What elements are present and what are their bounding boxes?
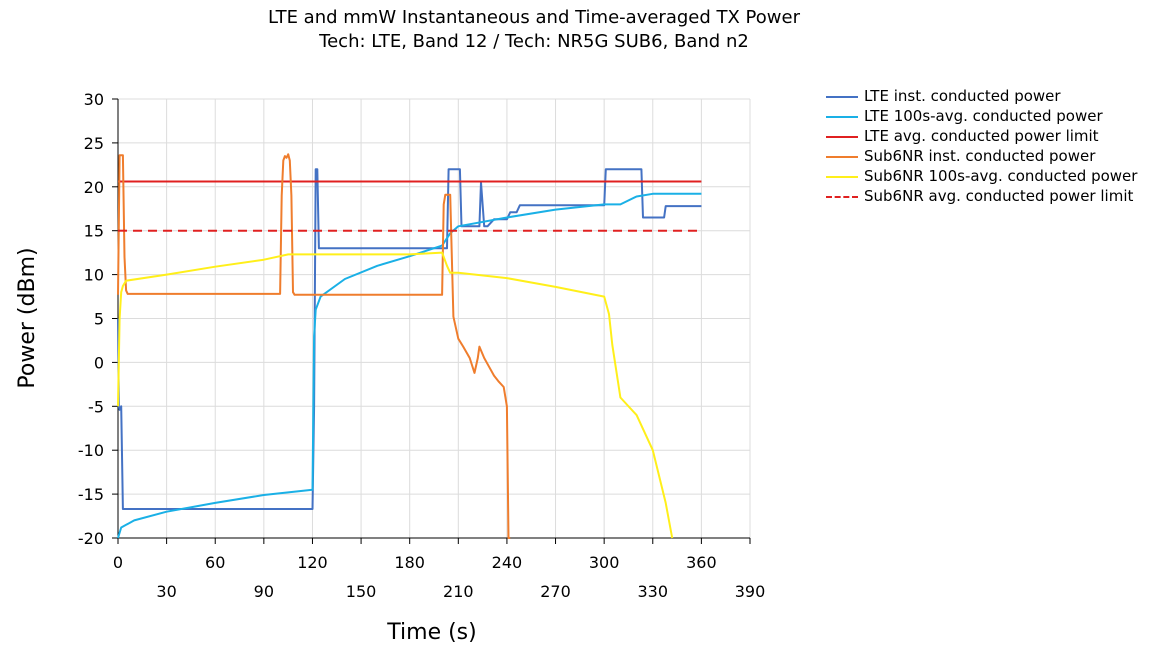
x-tick-label: 330 xyxy=(637,582,668,601)
x-tick-label: 360 xyxy=(686,553,717,572)
series-line-1 xyxy=(117,168,702,510)
y-tick-label: -15 xyxy=(78,485,104,504)
y-tick-label: 0 xyxy=(94,353,104,372)
y-tick-label: 25 xyxy=(84,134,104,153)
series-line-4 xyxy=(117,153,511,539)
legend-label: Sub6NR inst. conducted power xyxy=(864,147,1096,165)
chart-title: LTE and mmW Instantaneous and Time-avera… xyxy=(118,6,950,54)
x-tick-label: 60 xyxy=(205,553,225,572)
x-tick-label: 210 xyxy=(443,582,474,601)
y-tick-label: 20 xyxy=(84,178,104,197)
y-tick-label: 5 xyxy=(94,310,104,329)
x-tick-label: 390 xyxy=(735,582,766,601)
legend: LTE inst. conducted power LTE 100s-avg. c… xyxy=(822,88,1152,208)
x-tick-label: 0 xyxy=(113,553,123,572)
x-tick-label: 120 xyxy=(297,553,328,572)
legend-swatch xyxy=(826,176,858,178)
tick-labels: 30 25 20 15 10 5 0 -5 -10 -15 -20 0 60 120 180 240 300 36… xyxy=(78,90,765,601)
legend-label: LTE inst. conducted power xyxy=(864,87,1061,105)
grid-lines xyxy=(118,98,751,538)
legend-item: Sub6NR inst. conducted power xyxy=(822,148,1152,165)
x-tick-label: 270 xyxy=(540,582,571,601)
legend-item: LTE avg. conducted power limit xyxy=(822,128,1152,145)
legend-item: Sub6NR avg. conducted power limit xyxy=(822,188,1152,205)
y-axis-title: Power (dBm) xyxy=(15,247,40,388)
legend-label: LTE avg. conducted power limit xyxy=(864,127,1099,145)
chart-title-line1: LTE and mmW Instantaneous and Time-avera… xyxy=(268,7,800,28)
y-tick-label: -10 xyxy=(78,441,104,460)
y-tick-label: -5 xyxy=(88,397,104,416)
legend-item: Sub6NR 100s-avg. conducted power xyxy=(822,168,1152,185)
series-line-2 xyxy=(117,192,702,539)
y-tick-label: 10 xyxy=(84,266,104,285)
legend-label: LTE 100s-avg. conducted power xyxy=(864,107,1103,125)
series-lines xyxy=(117,153,702,539)
legend-swatch xyxy=(826,96,858,98)
y-tick-label: 15 xyxy=(84,222,104,241)
legend-swatch xyxy=(826,136,858,138)
y-tick-label: 30 xyxy=(84,90,104,109)
legend-item: LTE 100s-avg. conducted power xyxy=(822,108,1152,125)
x-tick-label: 240 xyxy=(492,553,523,572)
x-tick-label: 30 xyxy=(156,582,176,601)
legend-label: Sub6NR avg. conducted power limit xyxy=(864,187,1134,205)
x-tick-label: 150 xyxy=(346,582,377,601)
x-tick-label: 180 xyxy=(394,553,425,572)
legend-swatch xyxy=(826,196,858,198)
x-tick-label: 90 xyxy=(254,582,274,601)
chart-subtitle: Tech: LTE, Band 12 / Tech: NR5G SUB6, Ba… xyxy=(319,31,749,52)
series-line-5 xyxy=(117,251,674,539)
legend-swatch xyxy=(826,156,858,158)
legend-label: Sub6NR 100s-avg. conducted power xyxy=(864,167,1138,185)
legend-item: LTE inst. conducted power xyxy=(822,88,1152,105)
legend-swatch xyxy=(826,116,858,118)
y-tick-label: -20 xyxy=(78,529,104,548)
x-axis-title: Time (s) xyxy=(386,620,476,645)
axes xyxy=(112,98,751,544)
x-tick-label: 300 xyxy=(589,553,620,572)
